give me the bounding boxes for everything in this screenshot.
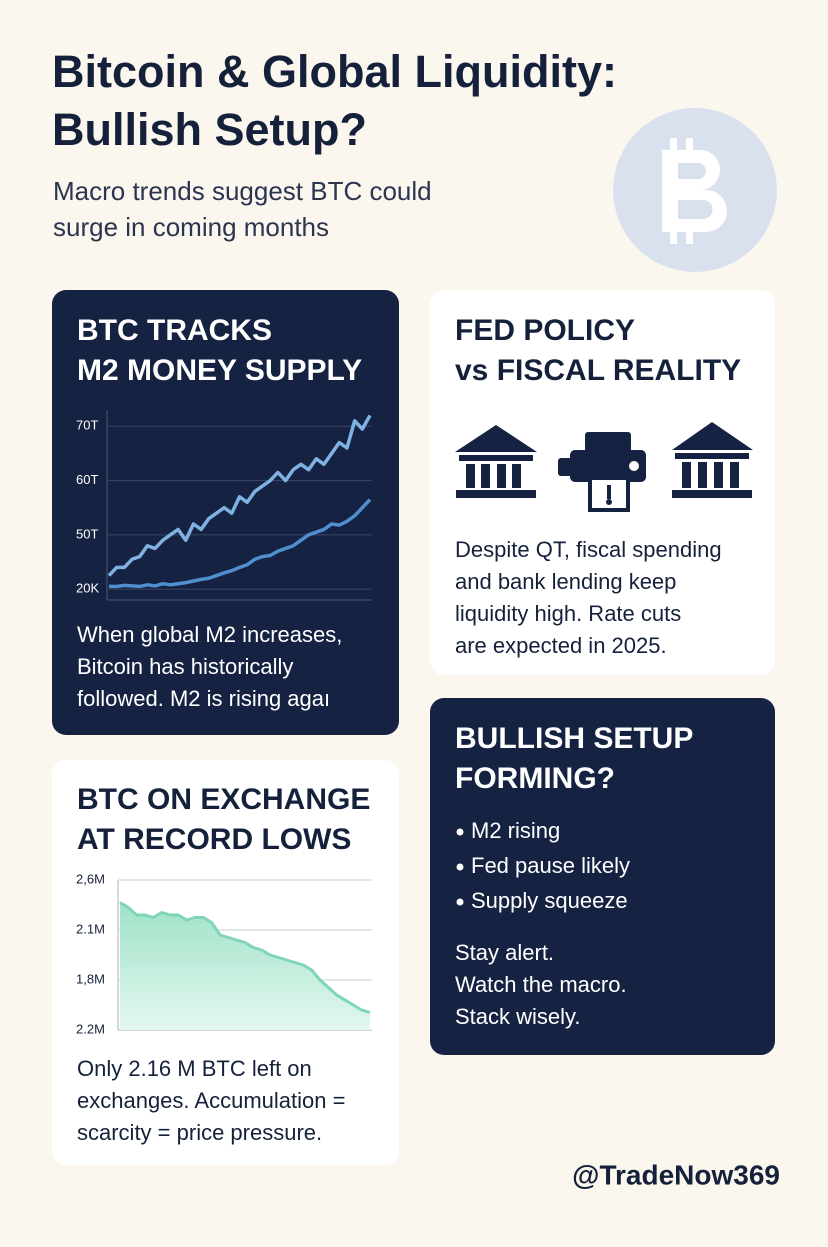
y-tick-label: 60T (76, 472, 98, 487)
bullet-item: M2 rising (471, 818, 560, 843)
card-text: Only 2.16 M BTC left on (77, 1056, 312, 1081)
handle: @TradeNow369 (572, 1159, 780, 1190)
card-title: BULLISH SETUP (455, 722, 693, 755)
card-title: FED POLICY (455, 314, 635, 347)
card-title: M2 MONEY SUPPLY (77, 354, 362, 387)
card-text: Stay alert. (455, 940, 554, 965)
card-text: and bank lending keep (455, 569, 676, 594)
card-text: When global M2 increases, (77, 622, 342, 647)
bullet-dot (456, 863, 464, 871)
bullet-item: Fed pause likely (471, 853, 630, 878)
y-tick-label: 20K (76, 581, 99, 596)
card-title: BTC ON EXCHANGE (77, 783, 370, 816)
card-text: Watch the macro. (455, 972, 627, 997)
bank-icon (672, 422, 753, 498)
card-text: Despite QT, fiscal spending (455, 537, 722, 562)
card-title: BTC TRACKS (77, 314, 272, 347)
card-text: are expected in 2025. (455, 633, 667, 658)
card-text: followed. M2 is rising agaı (77, 686, 330, 711)
card (430, 698, 775, 1055)
y-tick-label: 50T (76, 526, 98, 541)
title: Bullish Setup? (52, 104, 367, 155)
bullet-dot (456, 898, 464, 906)
card-text: exchanges. Accumulation = (77, 1088, 345, 1113)
subtitle: surge in coming months (53, 212, 329, 242)
card (52, 290, 399, 735)
data-area (120, 902, 370, 1030)
card-title: AT RECORD LOWS (77, 823, 351, 856)
data-line (119, 901, 371, 1014)
y-tick-label: 2.2M (76, 1021, 105, 1036)
y-tick-label: 1,8M (76, 971, 105, 986)
y-tick-label: 70T (76, 418, 98, 433)
money-printer-icon (558, 432, 646, 512)
card-title: vs FISCAL REALITY (455, 354, 741, 387)
y-tick-label: 2,6M (76, 871, 105, 886)
data-line (109, 498, 372, 589)
card-text: Stack wisely. (455, 1004, 581, 1029)
bullet-item: Supply squeeze (471, 888, 628, 913)
bullet-dot (456, 828, 464, 836)
card-text: Bitcoin has historically (77, 654, 293, 679)
title: Bitcoin & Global Liquidity: (52, 46, 617, 97)
y-tick-label: 2.1M (76, 921, 105, 936)
card-title: FORMING? (455, 762, 615, 795)
card-text: scarcity = price pressure. (77, 1120, 322, 1145)
subtitle: Macro trends suggest BTC could (53, 176, 432, 206)
bank-icon (455, 425, 537, 498)
card-text: liquidity high. Rate cuts (455, 601, 681, 626)
data-line (107, 414, 372, 577)
